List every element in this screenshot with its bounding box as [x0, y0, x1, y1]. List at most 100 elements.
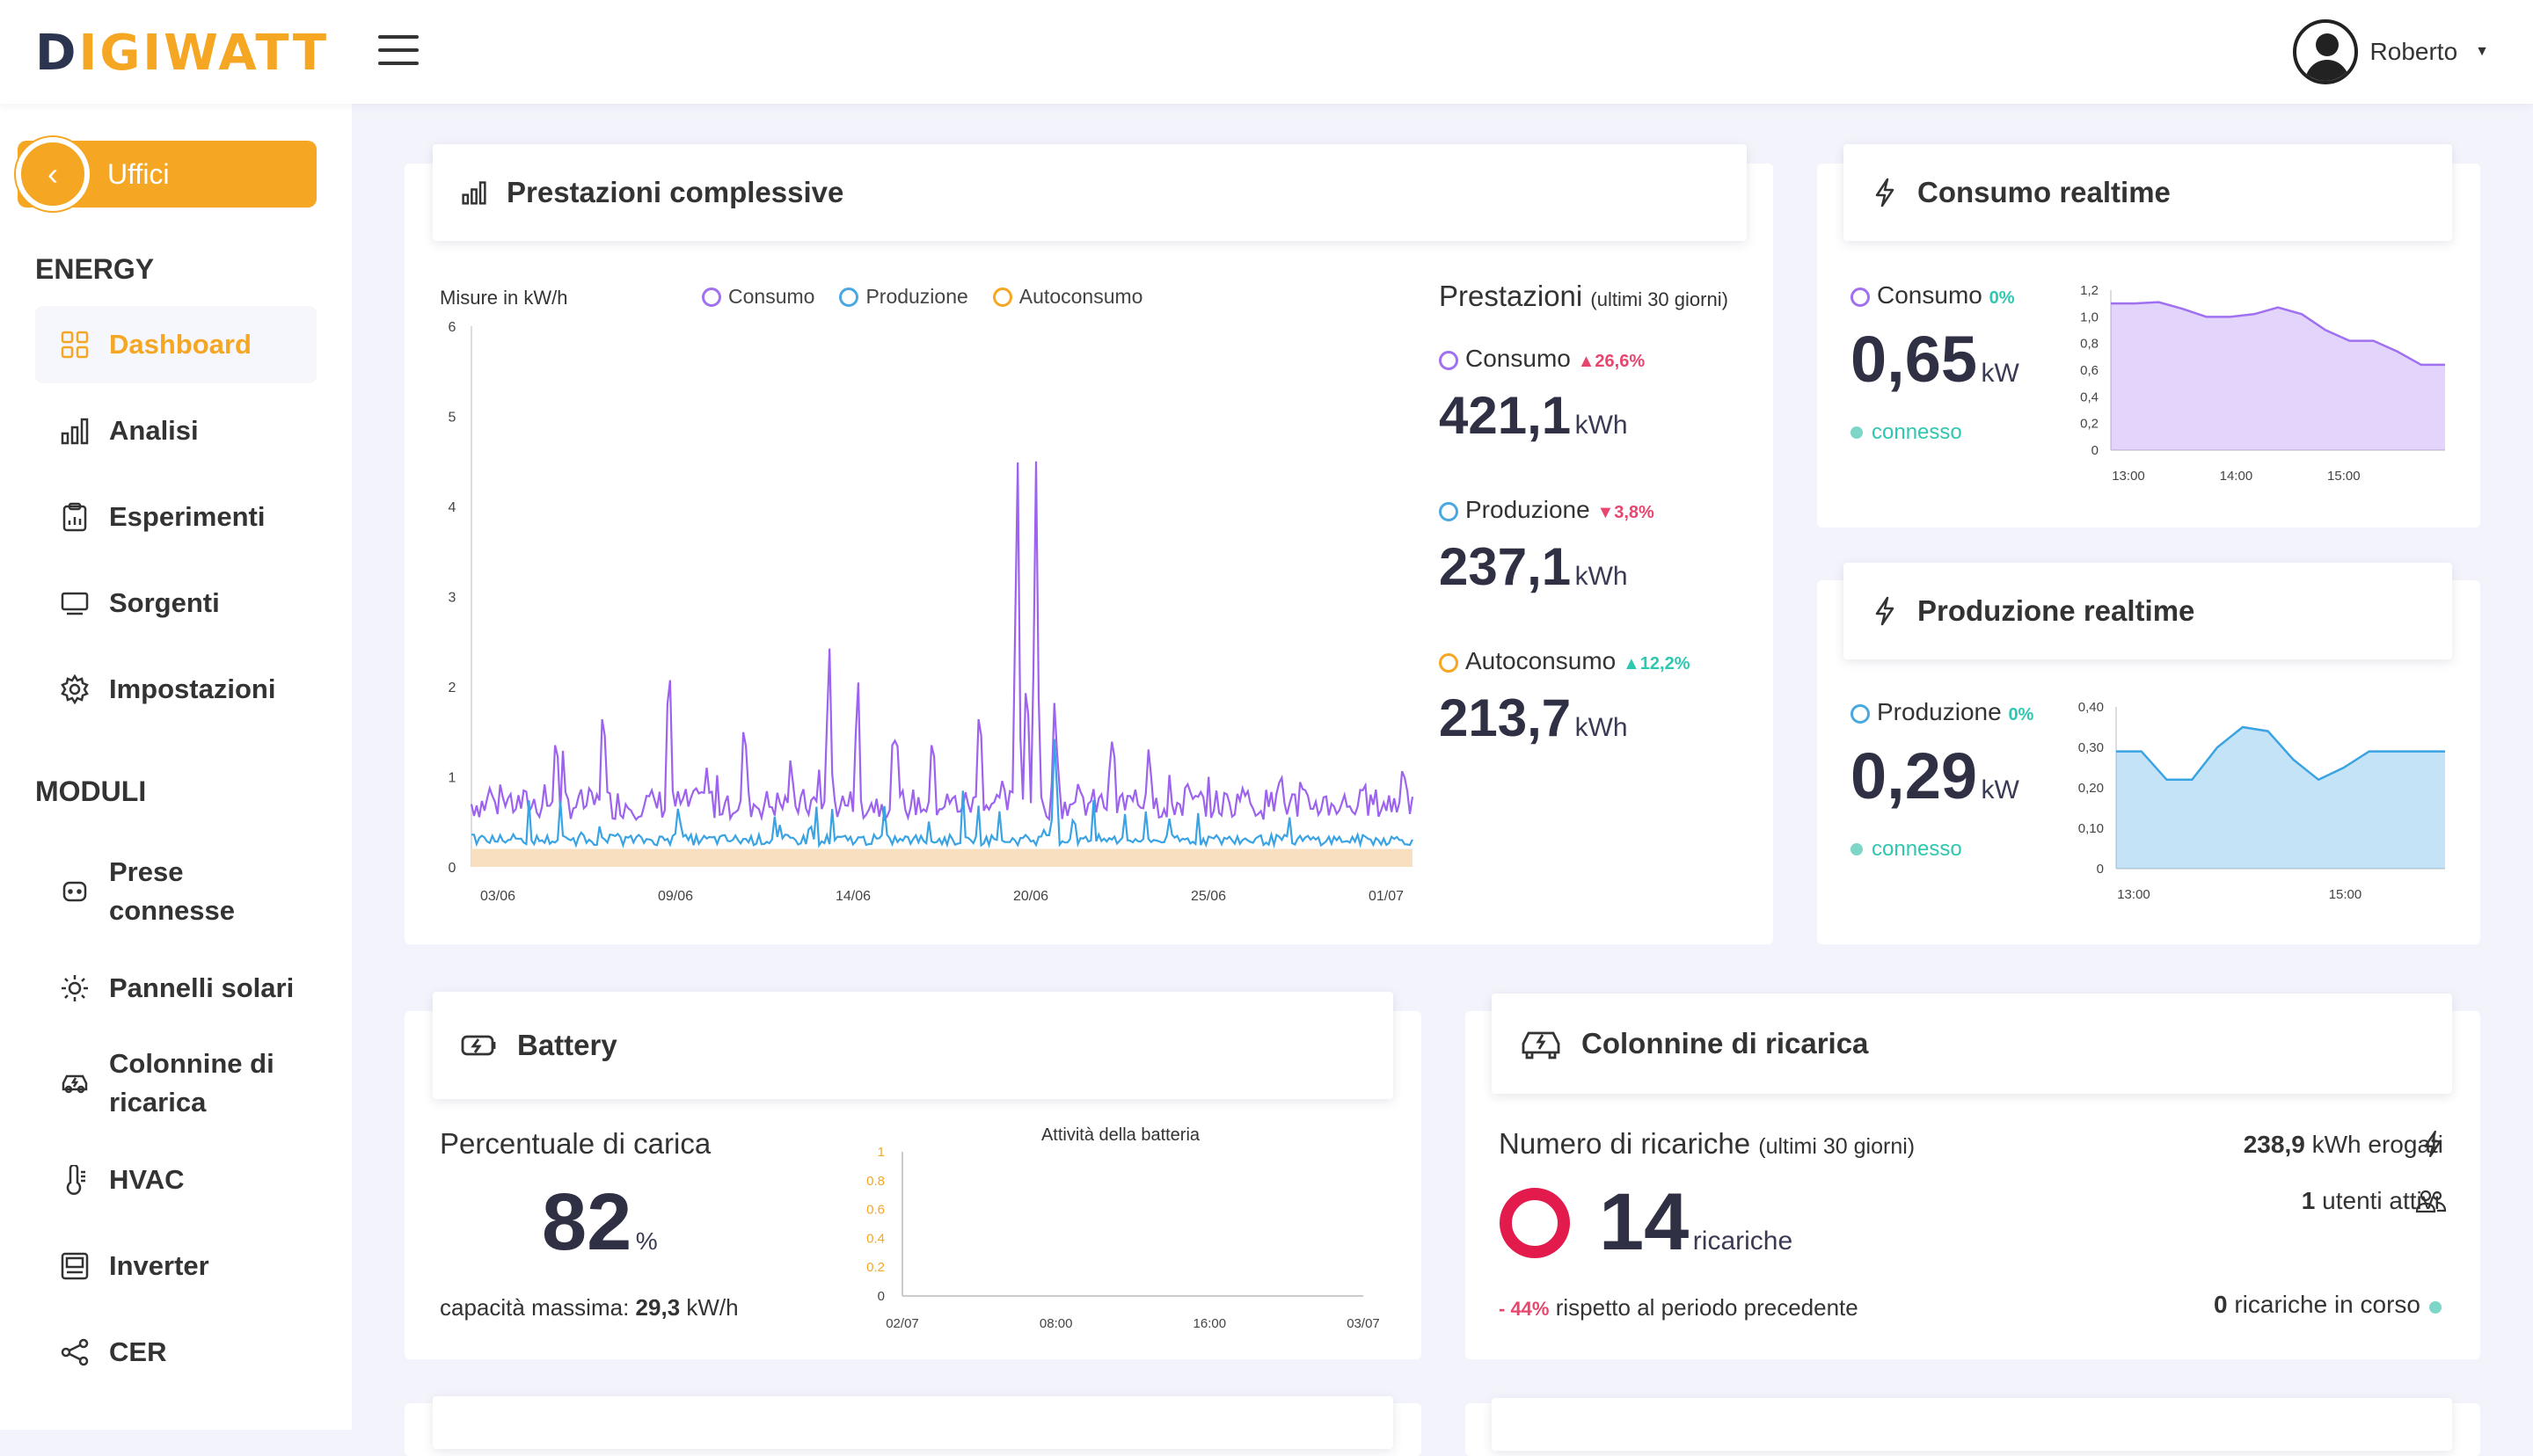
- sidebar-item-prese-connesse[interactable]: Prese connesse: [35, 842, 317, 941]
- x-tick-label: 25/06: [1191, 889, 1226, 904]
- y-tick-label: 1,0: [2080, 309, 2099, 324]
- energy-section-header: ENERGY: [35, 253, 155, 285]
- produzione-realtime-chart[interactable]: 0 0,10 0,20 0,30 0,40 13:00 15:00: [2072, 695, 2463, 906]
- bar-chart-icon: [61, 418, 89, 445]
- uffici-button[interactable]: ‹ Uffici: [16, 137, 317, 211]
- sidebar-item-colonnine[interactable]: Colonnine di ricarica: [35, 1034, 317, 1132]
- inverter-icon: [61, 1252, 89, 1280]
- battery-header: Battery: [433, 992, 1393, 1099]
- users-icon: [2415, 1190, 2447, 1213]
- lightning-icon: [2424, 1130, 2442, 1158]
- y-tick-label: 0,40: [2078, 700, 2104, 715]
- ricariche-in-corso: 0 ricariche in corso: [2214, 1291, 2420, 1318]
- produzione-realtime-header: Produzione realtime: [1843, 563, 2452, 659]
- y-tick-label: 0.8: [866, 1174, 885, 1189]
- series-autoconsumo-area: [471, 848, 1412, 867]
- series-area: [2116, 727, 2445, 869]
- y-tick-label: 0,8: [2080, 337, 2099, 352]
- y-tick-label: 0,10: [2078, 821, 2104, 836]
- menu-toggle-icon[interactable]: [378, 35, 419, 70]
- y-tick-label: 0,6: [2080, 363, 2099, 378]
- x-tick-label: 03/07: [1347, 1316, 1380, 1331]
- sidebar-item-sorgenti[interactable]: Sorgenti: [35, 564, 317, 642]
- x-tick-label: 14:00: [2220, 469, 2253, 484]
- y-tick-label: 0,2: [2080, 417, 2099, 432]
- produzione-rt-label: Produzione 0%: [1850, 698, 2033, 726]
- x-tick-label: 15:00: [2327, 469, 2361, 484]
- consumo-rt-label: Consumo 0%: [1850, 281, 2015, 309]
- user-avatar-icon: [2292, 19, 2358, 84]
- sidebar-item-pannelli-solari[interactable]: Pannelli solari: [35, 950, 317, 1027]
- x-tick-label: 16:00: [1194, 1316, 1227, 1331]
- sidebar-item-esperimenti[interactable]: Esperimenti: [35, 478, 317, 556]
- chart-legend[interactable]: Consumo Produzione Autoconsumo: [702, 285, 1142, 309]
- prestazioni-chart[interactable]: 0 1 2 3 4 5 6 03/06 09/06 14/06 20/06 25/06 01/07: [436, 313, 1430, 911]
- battery-chart-title: Attività della batteria: [1040, 1125, 1201, 1145]
- y-tick-label: 2: [449, 681, 456, 695]
- consumo-realtime-header: Consumo realtime: [1843, 144, 2452, 241]
- y-tick-label: 6: [449, 320, 456, 335]
- top-bar: D IGIWATT Roberto ▼: [0, 0, 2533, 104]
- bar-chart-icon: [462, 181, 486, 205]
- thermometer-icon: [66, 1165, 85, 1195]
- x-tick-label: 02/07: [886, 1316, 919, 1331]
- sidebar-item-analisi[interactable]: Analisi: [35, 392, 317, 470]
- x-tick-label: 13:00: [2112, 469, 2145, 484]
- sidebar-item-dashboard[interactable]: Dashboard: [35, 306, 317, 383]
- user-menu[interactable]: Roberto ▼: [2292, 19, 2489, 84]
- digiwatt-logo[interactable]: D IGIWATT: [35, 25, 330, 82]
- series-line: [2111, 301, 2445, 367]
- utenti-attivi: 1 utenti attivi: [2301, 1187, 2440, 1214]
- y-tick-label: 0,4: [2080, 389, 2099, 404]
- monitor-icon: [61, 592, 89, 615]
- produzione-rt-status: connesso: [1850, 837, 1962, 862]
- sidebar-item-inverter[interactable]: Inverter: [35, 1227, 317, 1305]
- plug-socket-icon: [62, 881, 87, 902]
- produzione-rt-value: 0,29 kW: [1850, 739, 2019, 812]
- sun-icon: [62, 975, 88, 1001]
- battery-activity-chart[interactable]: 0 0.2 0.4 0.6 0.8 1 02/07 08:00 16:00 03/07: [844, 1134, 1390, 1342]
- y-tick-label: 3: [449, 591, 456, 606]
- x-tick-label: 20/06: [1013, 889, 1048, 904]
- kwh-erogati: 238,9 kWh erogati: [2243, 1131, 2443, 1158]
- ricariche-donut[interactable]: [1499, 1187, 1571, 1259]
- user-name: Roberto: [2369, 38, 2458, 65]
- ricariche-count: 14 ricariche: [1599, 1177, 1793, 1267]
- y-tick-label: 0: [878, 1289, 885, 1304]
- y-tick-label: 0: [2091, 443, 2099, 458]
- legend-autoconsumo[interactable]: Autoconsumo: [992, 285, 1142, 309]
- lightning-icon: [1875, 178, 1894, 207]
- chevron-left-icon[interactable]: ‹: [16, 137, 90, 211]
- y-tick-label: 1,2: [2080, 283, 2099, 298]
- car-charger-icon: [62, 1074, 88, 1094]
- sidebar-item-impostazioni[interactable]: Impostazioni: [35, 651, 317, 728]
- legend-consumo[interactable]: Consumo: [702, 285, 814, 309]
- y-tick-label: 4: [449, 500, 456, 515]
- x-tick-label: 08:00: [1040, 1316, 1073, 1331]
- sidebar-item-hvac[interactable]: HVAC: [35, 1141, 317, 1219]
- clipboard-icon: [62, 502, 87, 532]
- series-consumo-line: [470, 461, 1414, 822]
- summary-item-label: Autoconsumo ▲12,2%: [1439, 647, 1690, 675]
- ricariche-delta: - 44% rispetto al periodo precedente: [1499, 1294, 1858, 1321]
- gear-icon: [61, 674, 89, 704]
- ricariche-label: Numero di ricariche (ultimi 30 giorni): [1499, 1127, 1916, 1160]
- series-line: [2116, 725, 2445, 782]
- x-tick-label: 14/06: [836, 889, 871, 904]
- lightning-icon: [1875, 596, 1894, 626]
- series-produzione-line: [471, 739, 1413, 849]
- legend-produzione[interactable]: Produzione: [839, 285, 968, 309]
- y-tick-label: 1: [449, 771, 456, 786]
- bottom-card-right-header: [1492, 1398, 2452, 1451]
- y-tick-label: 0,30: [2078, 740, 2104, 755]
- bottom-card-left-header: [433, 1396, 1393, 1449]
- summary-item-value: 213,7 kWh: [1439, 688, 1628, 747]
- battery-charging-icon: [461, 1035, 496, 1056]
- summary-item-label: Consumo ▲26,6%: [1439, 345, 1645, 373]
- sidebar-item-cer[interactable]: CER: [35, 1314, 317, 1391]
- summary-item-value: 421,1 kWh: [1439, 386, 1628, 445]
- summary-title: Prestazioni (ultimi 30 giorni): [1439, 280, 1728, 312]
- sidebar: ‹ Uffici ENERGY Dashboard Analisi Esperi…: [0, 104, 352, 1430]
- battery-capacity: capacità massima: 29,3 kW/h: [440, 1294, 739, 1321]
- consumo-realtime-chart[interactable]: 0 0,2 0,4 0,6 0,8 1,0 1,2 13:00 14:00 15:00: [2049, 278, 2463, 492]
